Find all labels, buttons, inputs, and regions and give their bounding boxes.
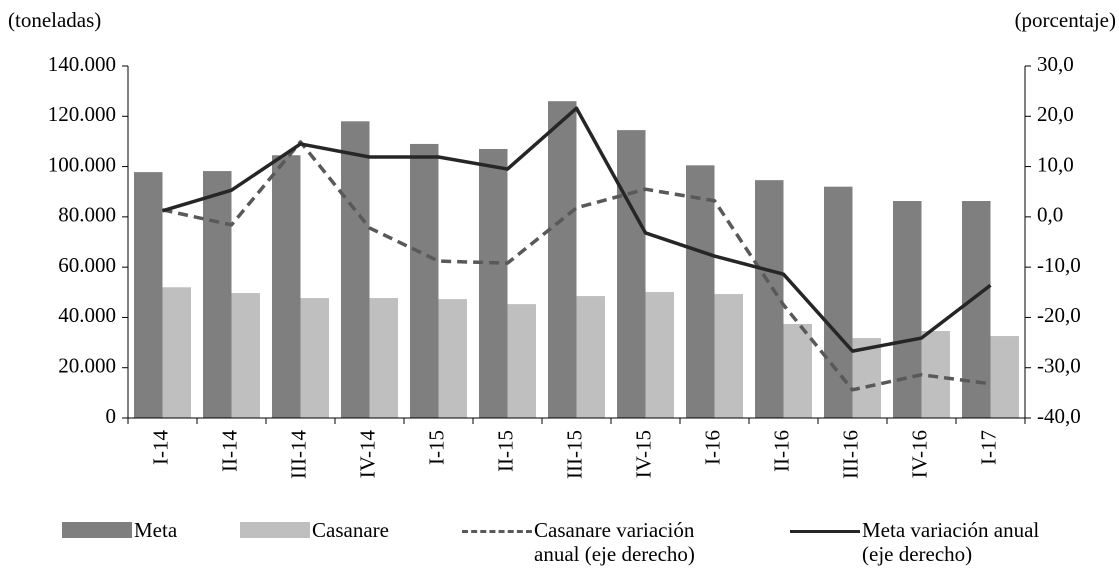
line-series — [162, 140, 991, 392]
bar — [341, 121, 370, 419]
x-tick-label: IV-14 — [355, 430, 379, 479]
y2-tick-label: 20,0 — [1037, 102, 1074, 126]
y-tick-label: 0 — [106, 404, 117, 428]
legend-item: Meta variación anual (eje derecho) — [790, 518, 1062, 566]
x-tick-label: IV-15 — [631, 430, 655, 478]
bar — [686, 165, 715, 418]
line-series — [161, 106, 992, 353]
y2-tick-label: 30,0 — [1037, 52, 1074, 76]
x-tick-label: III-16 — [838, 430, 862, 479]
bar — [921, 331, 950, 418]
bar — [369, 298, 398, 418]
y2-tick-label: -10,0 — [1037, 253, 1081, 277]
x-tick-label: I-17 — [976, 430, 1000, 465]
bar — [962, 201, 991, 418]
legend-label: Meta variación anual (eje derecho) — [862, 518, 1040, 566]
bar — [231, 293, 260, 418]
x-tick-label: II-14 — [217, 430, 241, 472]
y-tick-label: 120.000 — [48, 102, 116, 126]
bar — [438, 299, 467, 418]
bar — [755, 180, 784, 418]
y2-tick-label: -30,0 — [1037, 354, 1081, 378]
bar — [507, 304, 536, 418]
bar — [990, 336, 1019, 418]
legend-label: Meta — [134, 518, 178, 542]
bar — [134, 172, 163, 418]
legend-label: Casanare variación anual (eje derecho) — [534, 518, 695, 566]
chart: (toneladas) (porcentaje) 0 20.000 40.000 60… — [8, 8, 1116, 479]
y-tick-label: 140.000 — [48, 52, 116, 76]
legend: Meta Casanare Casanare variación anual (ej… — [0, 518, 1119, 575]
legend-label: Casanare — [312, 518, 389, 542]
legend-key — [790, 530, 860, 533]
bar — [479, 148, 508, 418]
y-tick-label: 80.000 — [58, 203, 116, 227]
legend-item: Casanare variación anual (eje derecho) — [462, 518, 734, 566]
x-tick-label: III-14 — [286, 430, 310, 479]
bar — [576, 296, 605, 418]
x-tick-label: I-16 — [700, 430, 724, 465]
legend-key — [62, 522, 132, 538]
bar — [714, 294, 743, 418]
y-tick-label: 60.000 — [58, 253, 116, 277]
bar — [272, 155, 301, 418]
bar — [162, 287, 191, 418]
legend-key — [462, 530, 532, 533]
y2-tick-label: -20,0 — [1037, 303, 1081, 327]
bar — [893, 201, 922, 418]
y-axis-label: (toneladas) — [8, 8, 101, 32]
x-tick-label: III-15 — [562, 430, 586, 479]
x-tick-label: II-15 — [493, 430, 517, 472]
y2-tick-label: -40,0 — [1037, 404, 1081, 428]
legend-key — [240, 522, 310, 538]
bar — [645, 292, 674, 418]
legend-item: Meta — [62, 518, 177, 542]
bar — [548, 101, 577, 418]
y2-tick-label: 10,0 — [1037, 152, 1074, 176]
y-tick-label: 100.000 — [48, 152, 116, 176]
x-tick-label: II-16 — [769, 430, 793, 472]
x-tick-label: I-15 — [424, 430, 448, 465]
y-tick-label: 40.000 — [58, 303, 116, 327]
bar — [617, 130, 646, 418]
bar — [824, 186, 853, 418]
legend-item: Casanare — [240, 518, 389, 542]
bar — [203, 171, 232, 418]
bar — [410, 143, 439, 418]
y2-axis-label: (porcentaje) — [1015, 8, 1116, 32]
y2-tick-label: 0,0 — [1037, 203, 1063, 227]
bar — [783, 323, 812, 418]
y-tick-label: 20.000 — [58, 354, 116, 378]
x-tick-label: I-14 — [148, 430, 172, 465]
x-tick-label: IV-16 — [907, 430, 931, 478]
bar — [300, 298, 329, 418]
